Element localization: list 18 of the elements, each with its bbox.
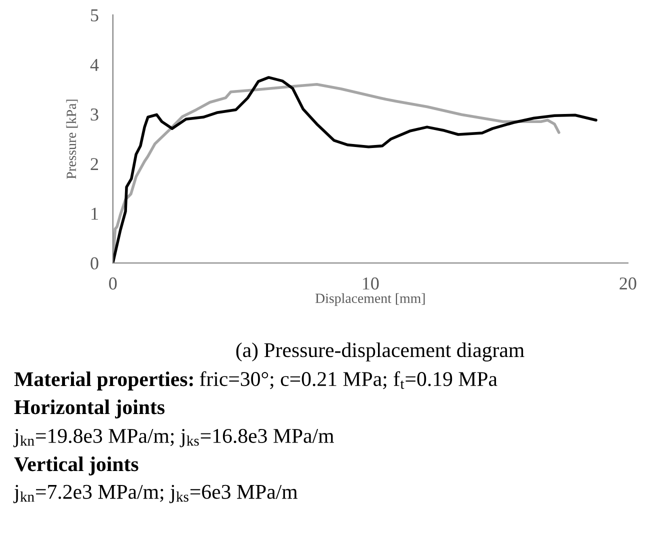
y-tick-label: 2 <box>90 158 98 170</box>
y-tick-label: 1 <box>92 208 98 220</box>
x-tick-label: 0 <box>109 277 117 290</box>
y-tick-label: 5 <box>91 9 98 22</box>
text: fric=30°; c=0.21 MPa; f$_{t}$=0.19 MPa <box>200 371 498 390</box>
y-tick-label: 4 <box>90 58 99 71</box>
y-tick-label: 0 <box>90 257 98 270</box>
text: Vertical joints <box>14 456 138 476</box>
x-tick-label: 10 <box>362 277 379 290</box>
text: j$_{kn}$=7.2e3 MPa/m; j$_{ks}$=6e3 MPa/m <box>13 484 298 504</box>
text: (a) Pressure-displacement diagram <box>236 342 524 362</box>
y-tick-label: 3 <box>90 108 98 121</box>
x-tick-label: 20 <box>620 277 636 290</box>
x-axis-title: Displacement [mm] <box>315 293 425 306</box>
y-axis-title: Pressure [kPa] <box>66 100 78 179</box>
text: Material properties: <box>14 372 193 390</box>
text: Horizontal joints <box>14 400 165 418</box>
text: j$_{kn}$=19.8e3 MPa/m; j$_{ks}$=16.8e3 MPa/m <box>13 428 334 448</box>
